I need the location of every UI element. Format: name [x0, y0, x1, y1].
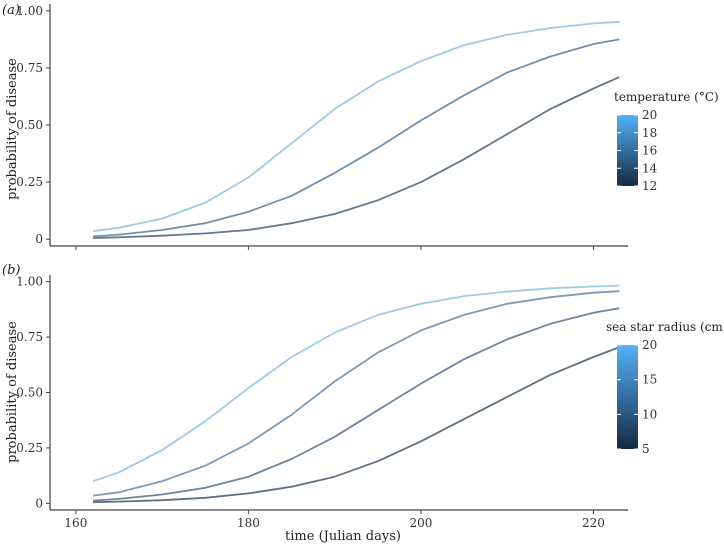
y-tick-label: 0.75 — [16, 330, 43, 344]
panel-a: (a) probability of disease 0 0.25 0.50 0.75… — [2, 3, 719, 250]
y-tick-label: 1.00 — [16, 4, 43, 18]
colorbar-tick-label: 14 — [642, 161, 658, 175]
series-line — [92, 290, 620, 497]
colorbar-tick-label: 10 — [642, 407, 657, 421]
x-tick-label: 200 — [410, 516, 433, 530]
colorbar-tick-label: 16 — [642, 144, 657, 158]
colorbar-tick-label: 20 — [642, 338, 657, 352]
colorbar-ticks: 5 10 15 20 — [617, 338, 657, 456]
colorbar-tick-label: 12 — [642, 179, 657, 193]
colorbar-tick-label: 15 — [642, 373, 657, 387]
colorbar — [617, 345, 638, 449]
series-line — [93, 307, 620, 502]
colorbar-ticks: 12 14 16 18 20 — [617, 108, 658, 193]
x-tick-label: 160 — [64, 516, 87, 530]
panel-label: (b) — [2, 263, 20, 278]
y-axis-title: probability of disease — [5, 321, 20, 463]
series-line — [92, 284, 620, 483]
axes: 0 0.25 0.50 0.75 1.00 160 180 200 220 — [16, 275, 628, 530]
y-tick-label: 1.00 — [16, 275, 43, 289]
colorbar — [617, 115, 638, 186]
colorbar-tick-label: 18 — [642, 126, 657, 140]
legend-title: temperature (°C) — [614, 90, 719, 104]
x-tick-label: 220 — [582, 516, 605, 530]
x-tick-label: 180 — [237, 516, 260, 530]
panel-label: (a) — [2, 3, 20, 18]
panel-b: (b) probability of disease time (Julian … — [2, 263, 724, 544]
colorbar-tick-label: 20 — [642, 108, 657, 122]
series-line — [93, 38, 620, 238]
y-tick-label: 0.25 — [16, 441, 43, 455]
y-tick-label: 0 — [35, 496, 43, 510]
x-axis-title: time (Julian days) — [285, 529, 401, 544]
y-tick-label: 0.75 — [16, 61, 43, 75]
legend-title: sea star radius (cm) — [606, 320, 724, 334]
colorbar-legend: temperature (°C) 12 14 16 18 20 — [614, 90, 719, 193]
series-line — [93, 346, 620, 504]
series-line — [93, 76, 620, 239]
colorbar-legend: sea star radius (cm) 5 10 15 20 — [606, 320, 724, 456]
y-tick-label: 0.50 — [16, 386, 43, 400]
series-group — [92, 284, 620, 504]
y-tick-label: 0 — [35, 232, 43, 246]
y-axis-title: probability of disease — [5, 58, 20, 200]
y-tick-label: 0.50 — [16, 118, 43, 132]
y-tick-label: 0.25 — [16, 175, 43, 189]
axes: 0 0.25 0.50 0.75 1.00 — [16, 4, 628, 250]
series-group — [92, 20, 620, 239]
series-line — [92, 20, 620, 233]
colorbar-tick-label: 5 — [642, 442, 650, 456]
